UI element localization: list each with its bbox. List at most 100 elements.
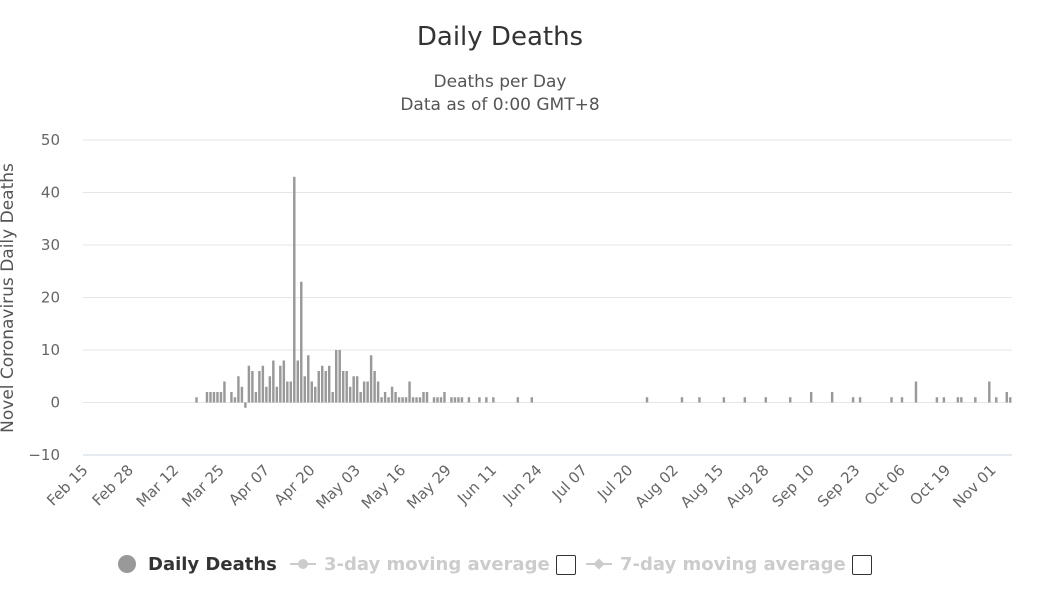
bar (914, 381, 918, 403)
bar (205, 392, 209, 403)
bar (331, 392, 334, 403)
y-axis-label: Novel Coronavirus Daily Deaths (0, 163, 18, 433)
bar (443, 392, 446, 403)
x-tick-label: Aug 15 (677, 461, 727, 511)
bar (324, 371, 327, 403)
bar-series-daily-deaths (195, 176, 1012, 408)
bar (244, 402, 247, 408)
bar (404, 397, 408, 403)
bar (858, 397, 862, 403)
bar (789, 397, 792, 403)
bar (348, 386, 352, 403)
checkbox-3-day-moving-average[interactable] (556, 555, 576, 575)
bar (425, 392, 429, 403)
x-tick-label: May 16 (358, 461, 410, 513)
chart-title: Daily Deaths (417, 22, 583, 52)
bar (300, 281, 303, 403)
bar (460, 397, 464, 403)
bar (254, 392, 258, 403)
x-tick-label: Jul 07 (548, 461, 591, 504)
bar (240, 386, 244, 403)
bar (272, 360, 275, 403)
bar (258, 371, 261, 403)
y-tick-label: 30 (41, 236, 60, 254)
bar (223, 381, 226, 403)
x-tick-label: Mar 25 (178, 461, 228, 511)
bar (900, 397, 904, 403)
y-axis-ticks: 50 40 30 20 10 0 −10 (28, 131, 60, 464)
bar (321, 365, 324, 403)
bar (296, 360, 300, 403)
bar (450, 397, 453, 403)
bar (492, 397, 495, 403)
bar (988, 381, 991, 403)
bar (995, 397, 998, 403)
bar (418, 397, 422, 403)
bar (334, 350, 338, 403)
bar (408, 381, 411, 403)
legend-item-3-day-moving-average[interactable]: 3-day moving average (290, 548, 550, 580)
bar (457, 397, 460, 403)
bar (956, 397, 960, 403)
bar (530, 397, 534, 403)
bar (265, 386, 268, 403)
y-tick-label: −10 (28, 446, 60, 464)
x-tick-label: Apr 07 (225, 461, 273, 509)
bar (764, 397, 768, 403)
bar (352, 376, 355, 403)
checkbox-7-day-moving-average[interactable] (852, 555, 872, 575)
x-tick-label: Sep 10 (768, 461, 818, 511)
bar (314, 386, 317, 403)
bar (743, 397, 747, 403)
chart-data-date: Data as of 0:00 GMT+8 (400, 95, 599, 115)
bar (645, 397, 649, 403)
bar (1005, 392, 1008, 403)
y-tick-label: 0 (50, 394, 60, 412)
x-tick-label: Oct 06 (861, 461, 909, 509)
bar (195, 397, 198, 403)
bar (247, 365, 251, 403)
bar (698, 397, 701, 403)
bar (307, 355, 310, 403)
bar (960, 397, 963, 403)
legend-item-7-day-moving-average[interactable]: 7-day moving average (586, 548, 846, 580)
bar (830, 392, 834, 403)
bar (303, 376, 306, 403)
bar (485, 397, 488, 403)
bar (373, 371, 376, 403)
y-tick-label: 50 (41, 131, 60, 149)
x-tick-label: May 29 (403, 461, 455, 513)
legend-item-daily-deaths[interactable]: Daily Deaths (118, 548, 277, 580)
legend-label-daily-deaths: Daily Deaths (148, 553, 277, 575)
bar (369, 355, 373, 403)
bar (219, 392, 223, 403)
bar (279, 365, 282, 403)
bar (366, 381, 369, 403)
bar (289, 381, 293, 403)
grid-lines (83, 139, 1012, 456)
bar (415, 397, 418, 403)
x-tick-label: Apr 20 (271, 461, 319, 509)
legend-label-3-day: 3-day moving average (324, 553, 550, 575)
daily-deaths-chart: Daily Deaths Deaths per Day Data as of 0… (0, 22, 1012, 513)
bar (851, 397, 855, 403)
bar (401, 397, 404, 403)
legend-line-circle-icon (290, 555, 316, 573)
bar (341, 371, 345, 403)
bar (251, 371, 254, 403)
bar (345, 371, 348, 403)
bar (380, 397, 383, 403)
x-tick-label: Nov 01 (949, 461, 999, 511)
bar (390, 386, 394, 403)
bar (286, 381, 289, 403)
bar (209, 392, 212, 403)
bar (439, 397, 443, 403)
bar (974, 397, 977, 403)
bar (275, 386, 279, 403)
bar (411, 397, 415, 403)
bar (310, 381, 313, 403)
x-tick-label: Oct 19 (906, 461, 954, 509)
bar (362, 381, 366, 403)
bar (230, 392, 233, 403)
